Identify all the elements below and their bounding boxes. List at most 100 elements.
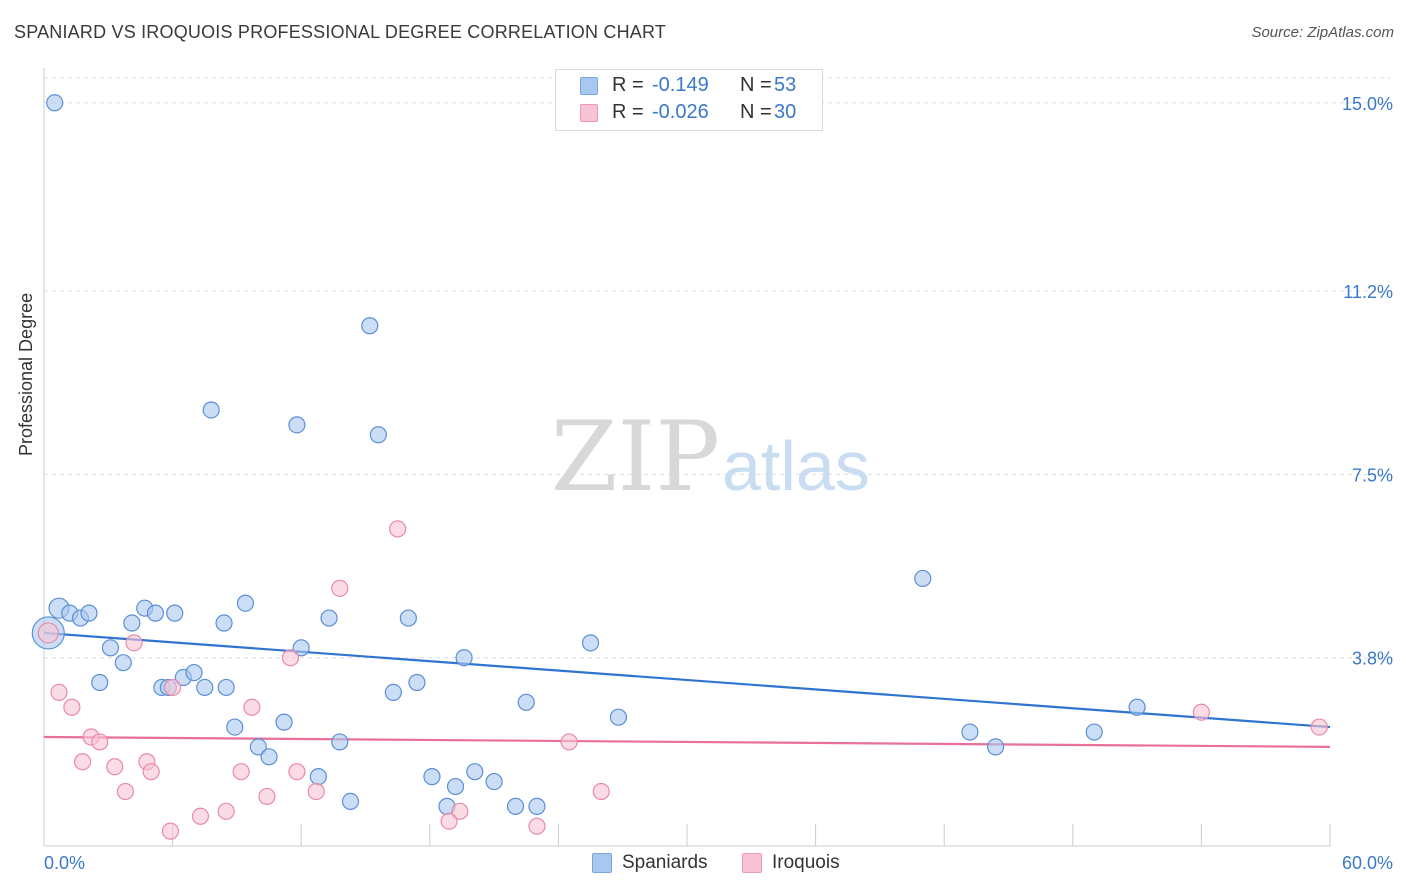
spaniards-point	[260, 748, 278, 766]
legend-n-value: 53	[774, 74, 797, 96]
spaniards-point	[288, 416, 306, 434]
correlation-legend: R = -0.149 N = 53 R = -0.026 N = 30	[555, 69, 823, 131]
legend-swatch-spaniards	[592, 853, 612, 873]
legend-r-value: -0.149	[652, 74, 709, 96]
tick-labels: 3.8% 7.5% 11.2% 15.0% 0.0% 60.0%	[44, 94, 1393, 873]
spaniards-point	[446, 777, 465, 796]
iroquois-point	[258, 787, 276, 806]
spaniards-point	[987, 738, 1005, 756]
iroquois-point	[73, 753, 92, 771]
spaniards-point	[91, 673, 109, 692]
spaniards-point	[101, 639, 120, 657]
spaniards-point	[506, 797, 525, 815]
spaniards-point	[517, 693, 535, 711]
spaniards-point	[202, 401, 220, 419]
legend-n-label: N =	[740, 74, 772, 96]
spaniards-point	[455, 649, 473, 667]
data-points	[31, 94, 1328, 840]
iroquois-point	[281, 649, 300, 667]
source-label: Source: ZipAtlas.com	[1251, 24, 1394, 41]
spaniards-point	[408, 673, 426, 692]
iroquois-point	[37, 622, 59, 644]
x-tick-label: 0.0%	[44, 853, 85, 873]
legend-n-value: 30	[774, 101, 797, 123]
iroquois-point	[1310, 718, 1328, 736]
spaniards-point	[1085, 723, 1103, 741]
spaniards-point	[292, 639, 310, 657]
iroquois-point	[50, 683, 68, 702]
iroquois-point	[217, 802, 235, 820]
iroquois-point	[63, 698, 81, 716]
iroquois-point	[106, 758, 124, 776]
iroquois-point	[592, 782, 610, 801]
watermark-atlas: atlas	[722, 427, 870, 505]
spaniards-point	[80, 604, 98, 622]
spaniards-point	[275, 713, 293, 731]
iroquois-point	[125, 634, 143, 652]
chart-title: SPANIARD VS IROQUOIS PROFESSIONAL DEGREE…	[14, 22, 667, 42]
y-tick-label: 7.5%	[1352, 465, 1393, 485]
iroquois-point	[440, 812, 458, 830]
spaniards-point	[226, 718, 244, 736]
grid-lines	[44, 77, 1390, 659]
iroquois-point	[232, 763, 250, 781]
spaniards-trend-line	[43, 631, 1331, 729]
legend-r-label: R =	[612, 74, 644, 96]
iroquois-point	[1192, 703, 1211, 721]
spaniards-point	[236, 594, 255, 612]
spaniards-point	[399, 609, 417, 627]
legend-n-label: N =	[740, 101, 772, 123]
iroquois-point	[116, 782, 135, 801]
iroquois-point	[307, 782, 325, 801]
y-tick-label: 15.0%	[1342, 94, 1393, 114]
spaniards-point	[215, 614, 233, 632]
spaniards-point	[309, 768, 327, 786]
spaniards-point	[185, 663, 203, 682]
axes	[43, 68, 1331, 847]
spaniards-point	[369, 426, 387, 444]
spaniards-point	[1128, 698, 1146, 716]
spaniards-point	[384, 683, 402, 702]
spaniards-point	[361, 317, 379, 335]
iroquois-point	[243, 698, 261, 716]
spaniards-point	[961, 723, 979, 741]
iroquois-trend-line	[43, 735, 1331, 749]
spaniards-point	[249, 738, 267, 756]
spaniards-point	[341, 792, 360, 811]
legend-label-iroquois: Iroquois	[772, 852, 840, 873]
legend-label-spaniards: Spaniards	[622, 852, 708, 873]
spaniards-point	[423, 768, 441, 786]
iroquois-point	[164, 678, 182, 697]
spaniards-point	[196, 678, 214, 697]
iroquois-point	[288, 763, 306, 781]
spaniards-point	[914, 569, 932, 588]
iroquois-point	[528, 817, 546, 835]
iroquois-point	[451, 802, 469, 820]
spaniards-point	[331, 733, 349, 751]
spaniards-point	[528, 797, 546, 815]
spaniards-point	[466, 763, 484, 781]
iroquois-point	[389, 520, 407, 538]
iroquois-point	[191, 807, 210, 825]
y-tick-label: 11.2%	[1343, 282, 1393, 302]
legend-r-label: R =	[612, 101, 644, 123]
legend-r-value: -0.026	[652, 101, 709, 123]
x-tick-label: 60.0%	[1342, 853, 1393, 873]
spaniards-point	[609, 708, 628, 726]
iroquois-point	[161, 822, 180, 840]
spaniards-point	[114, 654, 132, 672]
spaniards-point	[166, 604, 184, 622]
spaniards-point	[146, 604, 165, 622]
y-axis-label: Professional Degree	[16, 292, 36, 456]
legend-swatch-iroquois	[742, 853, 762, 873]
spaniards-point	[123, 614, 141, 632]
iroquois-point	[560, 733, 578, 751]
spaniards-point	[581, 634, 600, 652]
iroquois-point	[331, 579, 349, 597]
spaniards-point	[46, 94, 64, 112]
spaniards-point	[217, 678, 235, 697]
spaniards-point	[320, 609, 338, 627]
y-tick-label: 3.8%	[1352, 649, 1393, 669]
iroquois-point	[91, 733, 109, 751]
